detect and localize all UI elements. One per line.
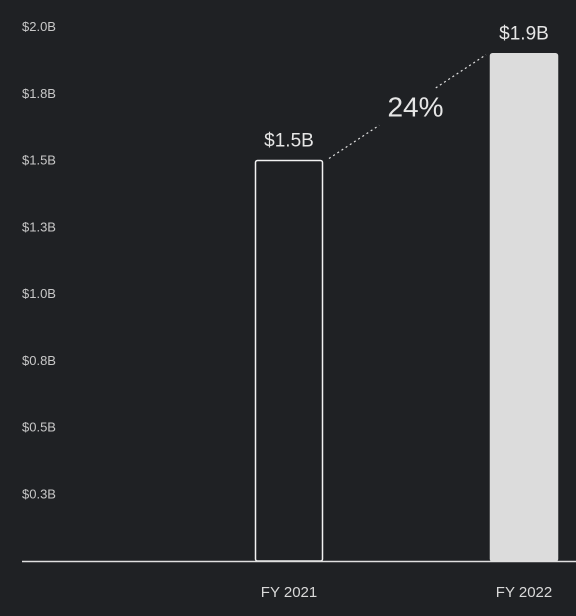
bars bbox=[254, 52, 559, 562]
growth-connector bbox=[435, 54, 487, 89]
y-tick-label: $1.8B bbox=[22, 86, 56, 101]
bar-fy-2022 bbox=[489, 52, 559, 562]
x-category-label: FY 2021 bbox=[261, 584, 317, 601]
y-tick-label: $1.3B bbox=[22, 219, 56, 234]
y-tick-label: $1.0B bbox=[22, 286, 56, 301]
y-tick-label: $0.8B bbox=[22, 353, 56, 368]
x-axis-labels: FY 2021 FY 2022 bbox=[261, 584, 552, 601]
y-tick-label: $0.3B bbox=[22, 486, 56, 501]
data-label: $1.5B bbox=[264, 131, 314, 152]
y-axis-ticks: $2.0B $1.8B $1.5B $1.3B $1.0B $0.8B $0.5B $0.3B bbox=[22, 19, 56, 501]
growth-connector bbox=[328, 124, 380, 160]
growth-annotation: 24% bbox=[328, 54, 487, 160]
growth-percent-label: 24% bbox=[387, 92, 443, 123]
data-labels: $1.5B $1.9B bbox=[264, 24, 549, 152]
x-category-label: FY 2022 bbox=[496, 584, 552, 601]
y-tick-label: $0.5B bbox=[22, 420, 56, 435]
bar-fy-2021 bbox=[254, 159, 324, 562]
data-label: $1.9B bbox=[499, 24, 549, 45]
y-tick-label: $2.0B bbox=[22, 19, 56, 34]
y-tick-label: $1.5B bbox=[22, 153, 56, 168]
